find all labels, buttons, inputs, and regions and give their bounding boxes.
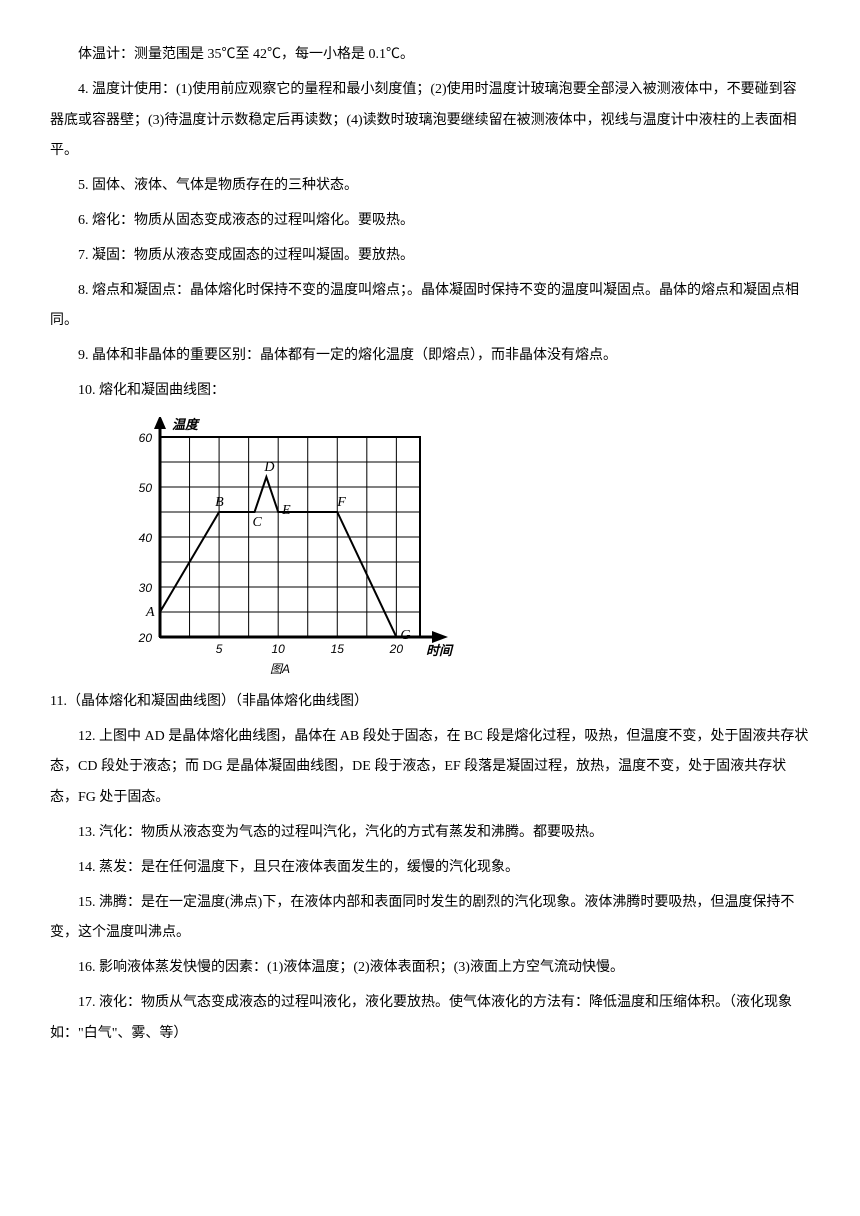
paragraph: 13. 汽化：物质从液态变为气态的过程叫汽化，汽化的方式有蒸发和沸腾。都要吸热。 [50, 818, 810, 849]
paragraph: 14. 蒸发：是在任何温度下，且只在液体表面发生的，缓慢的汽化现象。 [50, 853, 810, 884]
paragraph: 10. 熔化和凝固曲线图： [50, 376, 810, 407]
paragraph: 体温计：测量范围是 35℃至 42℃，每一小格是 0.1℃。 [50, 40, 810, 71]
svg-text:温度: 温度 [172, 417, 201, 432]
svg-text:20: 20 [389, 642, 404, 656]
paragraph: 15. 沸腾：是在一定温度(沸点)下，在液体内部和表面同时发生的剧烈的汽化现象。… [50, 888, 810, 950]
svg-text:E: E [281, 503, 291, 518]
svg-text:D: D [263, 460, 274, 475]
paragraph: 8. 熔点和凝固点：晶体熔化时保持不变的温度叫熔点；。晶体凝固时保持不变的温度叫… [50, 276, 810, 338]
paragraph: 9. 晶体和非晶体的重要区别：晶体都有一定的熔化温度（即熔点），而非晶体没有熔点… [50, 341, 810, 372]
paragraph: 12. 上图中 AD 是晶体熔化曲线图，晶体在 AB 段处于固态，在 BC 段是… [50, 722, 810, 814]
svg-text:50: 50 [139, 481, 153, 495]
svg-text:5: 5 [216, 642, 223, 656]
paragraph: 11.（晶体熔化和凝固曲线图）（非晶体熔化曲线图） [50, 687, 810, 718]
svg-text:10: 10 [272, 642, 286, 656]
paragraph: 4. 温度计使用：(1)使用前应观察它的量程和最小刻度值；(2)使用时温度计玻璃… [50, 75, 810, 167]
svg-text:G: G [400, 628, 410, 643]
paragraph: 6. 熔化：物质从固态变成液态的过程叫熔化。要吸热。 [50, 206, 810, 237]
paragraph: 7. 凝固：物质从液态变成固态的过程叫凝固。要放热。 [50, 241, 810, 272]
svg-text:15: 15 [331, 642, 345, 656]
svg-text:40: 40 [139, 531, 153, 545]
svg-text:A: A [145, 605, 155, 620]
paragraph: 16. 影响液体蒸发快慢的因素：(1)液体温度；(2)液体表面积；(3)液面上方… [50, 953, 810, 984]
paragraph: 17. 液化：物质从气态变成液态的过程叫液化，液化要放热。使气体液化的方法有：降… [50, 988, 810, 1050]
svg-text:20: 20 [138, 631, 153, 645]
paragraph: 5. 固体、液体、气体是物质存在的三种状态。 [50, 171, 810, 202]
svg-text:时间: 时间 [426, 643, 454, 658]
svg-text:B: B [215, 495, 224, 510]
svg-text:60: 60 [139, 431, 153, 445]
svg-text:30: 30 [139, 581, 153, 595]
chart-svg: 温度时间 20 30 40 50 60 5 10 15 20 A B C D E F G 图A [110, 417, 490, 677]
melting-curve-chart: 温度时间 20 30 40 50 60 5 10 15 20 A B C D E F G 图A [110, 417, 810, 677]
svg-text:C: C [253, 515, 263, 530]
svg-text:图A: 图A [270, 662, 290, 676]
svg-text:F: F [336, 495, 346, 510]
